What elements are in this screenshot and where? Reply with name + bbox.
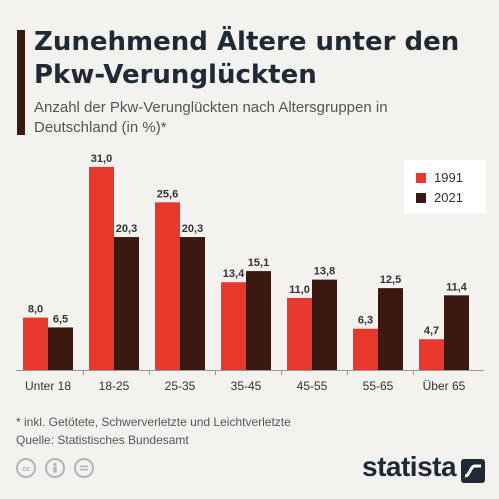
bar-2021-6 [444,295,469,370]
svg-text:cc: cc [22,466,30,473]
x-tick-label-3: 35-45 [231,379,262,393]
data-label-1991-0: 8,0 [28,304,43,316]
footnote-note: * inkl. Getötete, Schwerverletzte und Le… [16,415,291,429]
bar-1991-5 [353,328,378,370]
bar-1991-1 [89,166,114,370]
legend-label-1991: 1991 [434,170,463,185]
statista-logo[interactable]: statista [362,451,457,482]
data-label-1991-5: 6,3 [358,315,373,327]
person-icon[interactable] [45,458,65,478]
data-label-1991-2: 25,6 [157,188,178,200]
accent-bar [17,30,25,135]
data-label-2021-0: 6,5 [53,313,68,325]
data-label-1991-1: 31,0 [91,153,112,165]
data-label-2021-2: 20,3 [182,223,203,235]
data-label-2021-4: 13,8 [314,266,335,278]
x-tick-label-1: 18-25 [99,379,130,393]
data-label-2021-5: 12,5 [380,274,401,286]
bar-1991-6 [419,339,444,370]
legend-swatch-2021 [416,193,426,203]
bar-2021-5 [378,288,403,370]
footnote-source: Quelle: Statistisches Bundesamt [16,433,189,447]
chart-title: Zunehmend Ältere unter den Pkw-Verunglüc… [34,27,460,90]
bar-2021-1 [114,237,139,370]
data-label-1991-6: 4,7 [424,325,439,337]
data-label-1991-4: 11,0 [289,284,310,296]
data-label-2021-3: 15,1 [248,257,269,269]
cc-icon[interactable]: cc [16,458,36,478]
legend: 1991 2021 [404,160,486,214]
legend-swatch-1991 [416,173,426,183]
statista-logo-mark[interactable] [461,459,485,483]
bar-1991-3 [221,282,246,370]
footnote: * inkl. Getötete, Schwerverletzte und Le… [16,413,476,449]
x-tick-label-0: Unter 18 [25,379,71,393]
x-tick-label-4: 45-55 [297,379,328,393]
x-tick-label-5: 55-65 [363,379,394,393]
bar-1991-0 [23,317,48,370]
equals-icon[interactable] [74,458,94,478]
bar-2021-3 [246,271,271,370]
bar-2021-2 [180,237,205,370]
x-tick-label-6: Über 65 [423,379,466,393]
data-label-2021-6: 11,4 [446,281,468,293]
data-label-2021-1: 20,3 [116,223,137,235]
bar-1991-4 [287,297,312,370]
bar-2021-4 [312,279,337,370]
chart-subtitle: Anzahl der Pkw-Verunglückten nach Alters… [34,99,388,136]
legend-label-2021: 2021 [434,190,463,205]
x-tick-label-2: 25-35 [165,379,196,393]
bar-1991-2 [155,202,180,370]
data-label-1991-3: 13,4 [223,268,245,280]
bar-2021-0 [48,327,73,370]
